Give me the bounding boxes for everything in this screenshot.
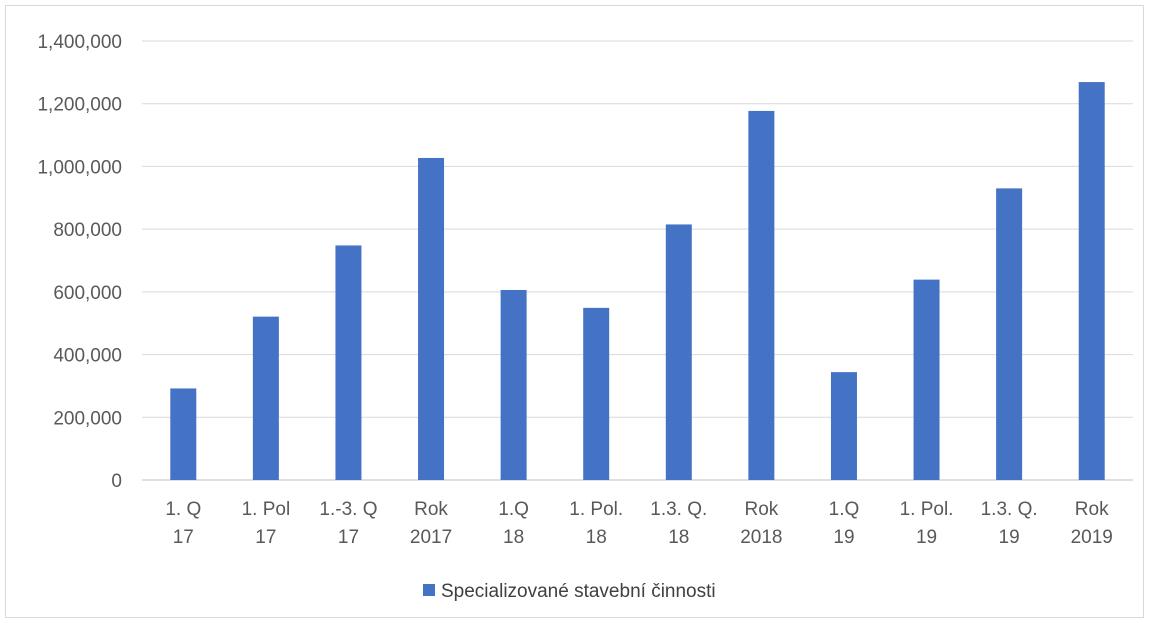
x-tick-label: 1.3. Q. 19	[981, 499, 1038, 548]
y-tick-label: 600,000	[53, 283, 122, 304]
legend-swatch	[423, 584, 435, 596]
y-tick-label: 1,200,000	[37, 95, 122, 116]
bar	[1078, 82, 1105, 481]
gridlines	[142, 40, 1133, 481]
y-tick-label: 0	[111, 471, 122, 492]
x-tick-label: 1. Pol. 18	[569, 499, 623, 548]
x-tick-label: 1.Q 18	[498, 499, 529, 548]
x-tick-label: Rok 2019	[1071, 499, 1113, 548]
y-tick-label: 400,000	[53, 346, 122, 367]
bar	[996, 188, 1023, 480]
y-tick-label: 1,000,000	[37, 157, 122, 178]
legend: Specializované stavební činnosti	[423, 581, 716, 602]
x-tick-label: Rok 2017	[410, 499, 452, 548]
legend-label: Specializované stavební činnosti	[441, 581, 716, 602]
bar	[418, 157, 445, 480]
bar	[583, 307, 610, 480]
bar	[913, 279, 940, 480]
y-tick-label: 1,400,000	[37, 32, 122, 53]
bar	[748, 110, 775, 481]
y-axis-tick-labels: 0 200,000 400,000 600,000 800,000 1,000,000 1,…	[37, 32, 122, 492]
bar	[335, 245, 362, 480]
x-axis-tick-labels: 1. Q 17 1. Pol 17 1.-3. Q 17 Rok 2017 1.Q 18 1. Po…	[165, 499, 1113, 548]
x-tick-label: 1. Pol. 19	[900, 499, 954, 548]
y-tick-label: 200,000	[53, 408, 122, 429]
bar	[665, 224, 692, 480]
x-tick-label: 1.3. Q. 18	[650, 499, 707, 548]
bar	[252, 316, 279, 480]
x-tick-label: Rok 2018	[740, 499, 782, 548]
x-tick-label: 1.-3. Q 17	[319, 499, 377, 548]
chart-frame	[5, 5, 1144, 618]
bar	[500, 289, 527, 480]
bar	[170, 388, 197, 480]
x-tick-label: 1.Q 19	[829, 499, 860, 548]
y-tick-label: 800,000	[53, 220, 122, 241]
bars	[170, 82, 1105, 481]
x-tick-label: 1. Q 17	[165, 499, 201, 548]
x-tick-label: 1. Pol 17	[242, 499, 291, 548]
bar	[830, 372, 857, 480]
